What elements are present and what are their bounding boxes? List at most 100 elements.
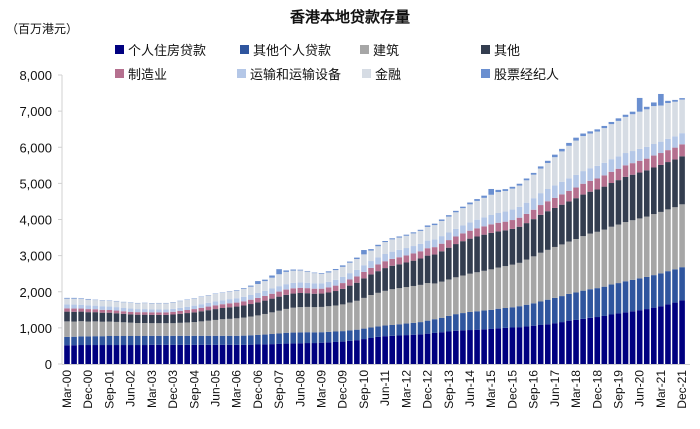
bar-segment	[622, 116, 629, 154]
bar-segment	[544, 162, 551, 189]
x-tick-label: Jun-20	[633, 370, 647, 407]
bar-segment	[325, 331, 332, 343]
bar-segment	[99, 300, 106, 307]
bar-segment	[248, 285, 254, 287]
bar-segment	[71, 345, 77, 364]
bar-segment	[389, 238, 396, 240]
bar-segment	[587, 289, 593, 318]
bar-segment	[424, 283, 431, 321]
bar-segment	[255, 293, 261, 298]
bar-segment	[290, 288, 297, 294]
bar-segment	[417, 284, 424, 323]
bar-segment	[354, 276, 360, 283]
bar-segment	[347, 262, 353, 274]
bar-segment	[679, 267, 685, 301]
bar-segment	[170, 302, 176, 309]
bar-segment	[608, 121, 615, 125]
x-tick-label: Mar-12	[399, 370, 413, 408]
bar-segment	[495, 222, 502, 232]
bar-segment	[481, 195, 487, 198]
bar-segment	[438, 317, 445, 333]
bar-segment	[269, 288, 275, 294]
bar-segment	[516, 185, 523, 207]
x-tick-label: Dec-21	[675, 370, 689, 409]
legend-item: 制造业	[115, 64, 167, 83]
bar-segment	[615, 118, 622, 121]
bar-segment	[134, 303, 141, 310]
bar-segment	[382, 240, 388, 243]
bar-segment	[431, 225, 438, 240]
bar-segment	[64, 345, 70, 364]
bar-segment	[460, 241, 466, 276]
bar-segment	[445, 315, 452, 332]
x-tick-label: Sep-01	[102, 370, 116, 409]
bar-segment	[311, 272, 318, 274]
bar-segment	[347, 279, 353, 286]
bar-segment	[219, 319, 226, 336]
bar-segment	[629, 163, 636, 175]
bar-segment	[403, 248, 410, 256]
bar-segment	[643, 276, 650, 310]
bar-segment	[332, 279, 339, 286]
bar-segment	[651, 275, 657, 308]
bar-segment	[467, 204, 473, 223]
bar-segment	[339, 341, 346, 364]
bar-segment	[672, 136, 678, 148]
bar-segment	[297, 343, 304, 364]
bar-segment	[262, 313, 268, 335]
bar-segment	[460, 330, 466, 364]
bar-segment	[283, 332, 289, 344]
bar-segment	[672, 99, 678, 102]
bar-segment	[608, 314, 615, 364]
bar-segment	[85, 321, 92, 337]
bar-segment	[552, 207, 558, 247]
bar-segment	[495, 212, 502, 223]
bar-segment	[311, 293, 318, 308]
bar-segment	[184, 335, 190, 345]
bar-segment	[354, 300, 360, 330]
bar-segment	[248, 316, 254, 336]
bar-segment	[622, 176, 629, 223]
bar-segment	[651, 106, 657, 144]
bar-segment	[559, 148, 565, 152]
bar-segment	[396, 249, 403, 258]
bar-segment	[276, 333, 282, 344]
bar-segment	[438, 281, 445, 318]
legend-swatch	[481, 69, 490, 78]
bar-segment	[149, 309, 155, 313]
bar-segment	[615, 120, 622, 157]
bar-segment	[170, 308, 176, 312]
bar-segment	[325, 342, 332, 364]
bar-segment	[509, 307, 516, 328]
bar-segment	[410, 233, 417, 247]
bar-segment	[552, 157, 558, 186]
bar-segment	[198, 321, 205, 336]
bar-segment	[431, 319, 438, 333]
bar-segment	[361, 271, 367, 279]
bar-segment	[672, 302, 678, 364]
bar-segment	[248, 304, 254, 317]
bar-segment	[120, 313, 127, 323]
bar-segment	[601, 162, 608, 176]
x-tick-label: Sep-16	[527, 370, 541, 409]
bar-segment	[672, 269, 678, 303]
bar-segment	[573, 140, 579, 175]
bar-segment	[262, 295, 268, 301]
bar-segment	[64, 311, 70, 322]
bar-segment	[240, 335, 247, 345]
bar-segment	[424, 248, 431, 256]
bar-segment	[537, 205, 544, 215]
bar-segment	[248, 295, 254, 300]
bar-segment	[658, 306, 664, 364]
legend-item: 建筑	[360, 40, 399, 59]
bar-segment	[665, 102, 671, 139]
bar-segment	[92, 300, 99, 306]
bar-segment	[149, 323, 155, 336]
legend-label: 建筑	[373, 44, 400, 59]
bar-segment	[361, 328, 367, 340]
bar-segment	[226, 307, 233, 319]
bar-segment	[438, 243, 445, 252]
bar-segment	[460, 313, 466, 331]
bar-segment	[177, 301, 183, 308]
bar-segment	[552, 323, 558, 364]
